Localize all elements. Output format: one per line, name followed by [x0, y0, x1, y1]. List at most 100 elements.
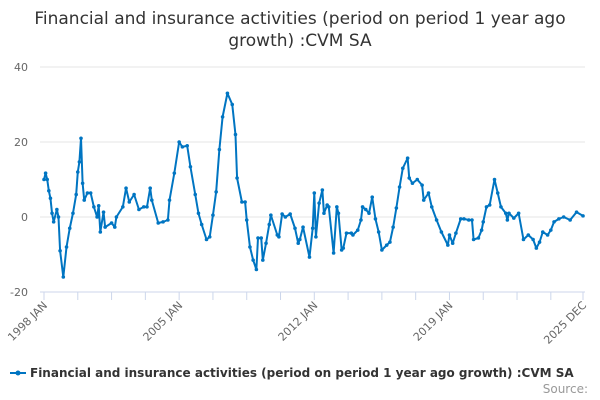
data-point[interactable]	[521, 237, 526, 242]
data-point[interactable]	[426, 191, 431, 195]
data-point[interactable]	[55, 207, 59, 212]
data-point[interactable]	[370, 195, 375, 199]
data-point[interactable]	[61, 275, 66, 279]
data-point[interactable]	[307, 255, 312, 259]
data-point[interactable]	[434, 218, 439, 222]
data-point[interactable]	[150, 198, 154, 202]
data-point[interactable]	[466, 218, 471, 222]
data-point[interactable]	[447, 233, 452, 237]
data-point[interactable]	[420, 183, 424, 187]
data-point[interactable]	[244, 218, 249, 222]
data-point[interactable]	[56, 215, 61, 219]
data-point[interactable]	[526, 233, 531, 237]
data-point[interactable]	[112, 225, 117, 229]
data-point[interactable]	[331, 251, 336, 255]
data-point[interactable]	[132, 192, 136, 197]
data-point[interactable]	[384, 243, 389, 247]
data-point[interactable]	[376, 230, 381, 234]
data-point[interactable]	[114, 215, 119, 219]
data-point[interactable]	[359, 218, 363, 222]
data-point[interactable]	[156, 221, 161, 225]
data-point[interactable]	[235, 176, 239, 180]
data-point[interactable]	[98, 230, 103, 234]
data-point[interactable]	[51, 220, 56, 224]
data-point[interactable]	[545, 233, 550, 237]
data-point[interactable]	[185, 143, 189, 148]
data-point[interactable]	[124, 186, 128, 190]
data-point[interactable]	[568, 218, 572, 222]
data-point[interactable]	[243, 200, 247, 204]
data-point[interactable]	[552, 220, 556, 224]
data-point[interactable]	[225, 91, 230, 96]
data-point[interactable]	[103, 225, 107, 229]
data-point[interactable]	[172, 171, 177, 175]
data-point[interactable]	[458, 217, 463, 221]
data-point[interactable]	[47, 188, 51, 193]
data-point[interactable]	[326, 205, 331, 209]
data-point[interactable]	[481, 220, 486, 224]
data-point[interactable]	[421, 198, 426, 202]
data-point[interactable]	[77, 160, 82, 164]
data-point[interactable]	[74, 192, 78, 197]
data-point[interactable]	[407, 176, 412, 180]
data-point[interactable]	[503, 211, 508, 216]
data-point[interactable]	[199, 222, 204, 227]
data-point[interactable]	[380, 248, 384, 252]
data-point[interactable]	[499, 205, 503, 209]
data-point[interactable]	[80, 181, 85, 186]
data-point[interactable]	[217, 147, 222, 152]
data-point[interactable]	[400, 166, 405, 171]
data-point[interactable]	[388, 240, 392, 244]
data-point[interactable]	[537, 240, 542, 244]
data-point[interactable]	[240, 200, 244, 204]
data-point[interactable]	[148, 186, 152, 190]
data-point[interactable]	[344, 231, 349, 235]
data-point[interactable]	[462, 217, 466, 221]
data-point[interactable]	[492, 177, 497, 182]
data-point[interactable]	[317, 201, 321, 205]
data-point[interactable]	[280, 212, 284, 216]
data-point[interactable]	[320, 188, 325, 192]
data-point[interactable]	[277, 235, 281, 239]
data-point[interactable]	[71, 211, 75, 216]
data-point[interactable]	[95, 215, 99, 219]
data-point[interactable]	[180, 145, 185, 149]
data-point[interactable]	[574, 210, 579, 214]
data-point[interactable]	[487, 203, 492, 207]
data-point[interactable]	[230, 102, 235, 107]
data-point[interactable]	[505, 218, 510, 222]
data-point[interactable]	[254, 267, 259, 272]
data-point[interactable]	[167, 198, 172, 202]
data-point[interactable]	[470, 218, 474, 222]
data-point[interactable]	[58, 248, 62, 253]
data-point[interactable]	[557, 217, 561, 221]
data-point[interactable]	[261, 258, 265, 262]
data-point[interactable]	[429, 205, 434, 209]
data-point[interactable]	[121, 205, 125, 209]
data-point[interactable]	[64, 245, 69, 249]
data-point[interactable]	[415, 177, 420, 182]
data-point[interactable]	[127, 200, 132, 204]
data-point[interactable]	[355, 228, 360, 232]
data-point[interactable]	[516, 211, 521, 216]
data-point[interactable]	[193, 192, 198, 197]
data-point[interactable]	[484, 205, 489, 209]
data-point[interactable]	[269, 213, 273, 217]
data-point[interactable]	[581, 214, 585, 218]
data-point[interactable]	[264, 241, 268, 246]
data-point[interactable]	[220, 115, 225, 119]
data-point[interactable]	[367, 211, 371, 216]
data-point[interactable]	[495, 191, 500, 195]
data-point[interactable]	[79, 136, 83, 141]
data-point[interactable]	[410, 181, 415, 186]
data-point[interactable]	[471, 237, 476, 242]
data-point[interactable]	[360, 205, 365, 209]
data-point[interactable]	[75, 170, 80, 174]
data-point[interactable]	[259, 236, 264, 240]
data-point[interactable]	[296, 241, 301, 246]
data-point[interactable]	[256, 236, 260, 240]
data-point[interactable]	[507, 211, 511, 216]
data-point[interactable]	[88, 191, 93, 195]
data-point[interactable]	[298, 237, 302, 242]
data-point[interactable]	[288, 212, 292, 216]
